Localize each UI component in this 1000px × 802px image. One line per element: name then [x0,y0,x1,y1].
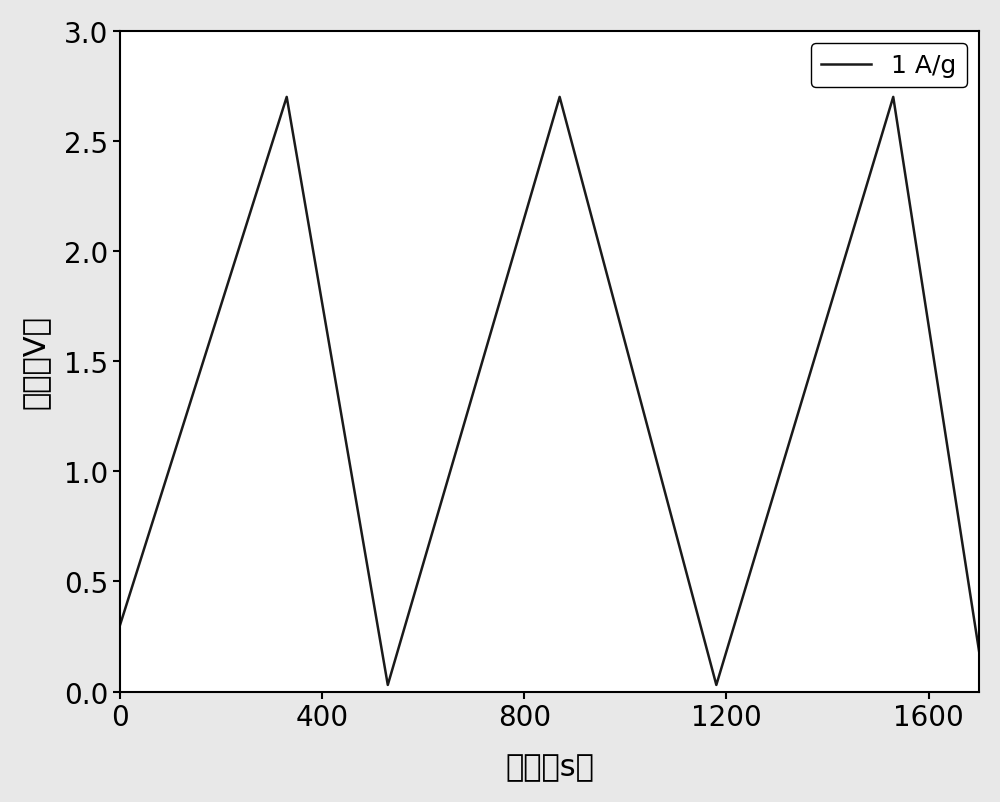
1 A/g [973,647,985,657]
Line: 1 A/g: 1 A/g [120,98,979,685]
1 A/g [710,680,722,690]
1 A/g [887,93,899,103]
1 A/g [554,93,566,103]
X-axis label: 时间（s）: 时间（s） [505,752,594,781]
1 A/g [114,621,126,630]
1 A/g [382,680,394,690]
Y-axis label: 电压（V）: 电压（V） [21,315,50,408]
Legend: 1 A/g: 1 A/g [811,44,967,88]
1 A/g [281,93,293,103]
